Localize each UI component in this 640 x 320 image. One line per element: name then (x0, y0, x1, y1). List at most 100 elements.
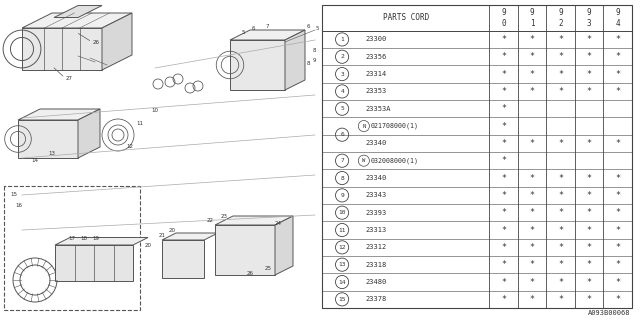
Text: *: * (558, 243, 563, 252)
Text: 9
3: 9 3 (587, 8, 591, 28)
Text: 23356: 23356 (365, 54, 387, 60)
Text: 23314: 23314 (365, 71, 387, 77)
Text: 12: 12 (127, 144, 134, 149)
Text: *: * (587, 208, 592, 217)
Text: *: * (615, 260, 620, 269)
Polygon shape (18, 120, 78, 158)
Text: *: * (587, 191, 592, 200)
Text: 5: 5 (340, 106, 344, 111)
Text: *: * (501, 156, 506, 165)
Text: *: * (501, 35, 506, 44)
Polygon shape (55, 237, 148, 245)
Text: *: * (501, 295, 506, 304)
Polygon shape (162, 233, 218, 240)
Text: 7: 7 (340, 158, 344, 163)
Text: *: * (615, 35, 620, 44)
Text: 032008000(1): 032008000(1) (371, 157, 419, 164)
Polygon shape (215, 216, 293, 225)
Text: *: * (558, 173, 563, 182)
Text: *: * (587, 295, 592, 304)
Text: *: * (587, 277, 592, 286)
Text: *: * (558, 208, 563, 217)
Text: 23378: 23378 (365, 296, 387, 302)
Text: 8: 8 (307, 61, 310, 66)
Text: *: * (558, 191, 563, 200)
Text: 19: 19 (93, 236, 99, 241)
Text: 10: 10 (339, 210, 346, 215)
Text: *: * (615, 243, 620, 252)
Text: *: * (615, 277, 620, 286)
Polygon shape (162, 240, 204, 278)
Text: 23480: 23480 (365, 279, 387, 285)
Text: *: * (558, 87, 563, 96)
Text: *: * (558, 52, 563, 61)
Bar (0, 0, 320, 320)
Polygon shape (275, 216, 293, 275)
Text: 14: 14 (31, 158, 38, 163)
Text: 9: 9 (340, 193, 344, 198)
Text: 26: 26 (246, 271, 253, 276)
Text: *: * (615, 295, 620, 304)
Text: *: * (615, 226, 620, 235)
Text: *: * (615, 191, 620, 200)
Polygon shape (22, 28, 102, 70)
Polygon shape (18, 109, 100, 120)
Text: *: * (587, 69, 592, 79)
Text: *: * (501, 69, 506, 79)
Text: *: * (587, 35, 592, 44)
Text: *: * (530, 243, 534, 252)
Text: *: * (501, 260, 506, 269)
Text: *: * (615, 139, 620, 148)
Text: *: * (587, 87, 592, 96)
Text: 23340: 23340 (365, 175, 387, 181)
Text: *: * (587, 52, 592, 61)
Polygon shape (54, 5, 102, 18)
Text: *: * (558, 139, 563, 148)
Polygon shape (22, 13, 132, 28)
Polygon shape (215, 225, 275, 275)
Text: *: * (530, 173, 534, 182)
Text: 23393: 23393 (365, 210, 387, 216)
Text: PARTS CORD: PARTS CORD (383, 13, 429, 22)
Text: 9: 9 (313, 58, 316, 62)
Text: *: * (615, 52, 620, 61)
Text: 1: 1 (340, 37, 344, 42)
Text: *: * (587, 173, 592, 182)
Text: *: * (530, 295, 534, 304)
Text: *: * (587, 243, 592, 252)
Bar (322, 5, 632, 308)
Text: 23313: 23313 (365, 227, 387, 233)
Text: 6: 6 (307, 24, 310, 29)
Text: 11: 11 (339, 228, 346, 233)
Text: 13: 13 (49, 151, 56, 156)
Text: 5: 5 (316, 26, 319, 31)
Text: *: * (558, 226, 563, 235)
Text: *: * (530, 69, 534, 79)
Text: *: * (615, 173, 620, 182)
Text: *: * (501, 52, 506, 61)
Text: 9
1: 9 1 (530, 8, 534, 28)
Text: *: * (587, 226, 592, 235)
Text: 10: 10 (152, 108, 159, 113)
Text: 23318: 23318 (365, 262, 387, 268)
Text: 20: 20 (168, 228, 175, 233)
Text: *: * (501, 226, 506, 235)
Text: 16: 16 (15, 203, 22, 208)
Text: 8: 8 (313, 47, 316, 52)
Text: A093B00068: A093B00068 (588, 310, 630, 316)
Text: 25: 25 (264, 266, 271, 271)
Text: *: * (501, 139, 506, 148)
Text: 23353A: 23353A (365, 106, 391, 112)
Text: *: * (558, 260, 563, 269)
Text: 23312: 23312 (365, 244, 387, 250)
Polygon shape (230, 30, 305, 40)
Polygon shape (78, 109, 100, 158)
Text: 4: 4 (340, 89, 344, 94)
Polygon shape (55, 245, 133, 281)
Text: 23: 23 (221, 214, 227, 219)
Text: 14: 14 (339, 279, 346, 284)
Text: *: * (501, 208, 506, 217)
Text: 7: 7 (266, 23, 269, 28)
Text: 17: 17 (68, 236, 76, 241)
Text: *: * (530, 191, 534, 200)
